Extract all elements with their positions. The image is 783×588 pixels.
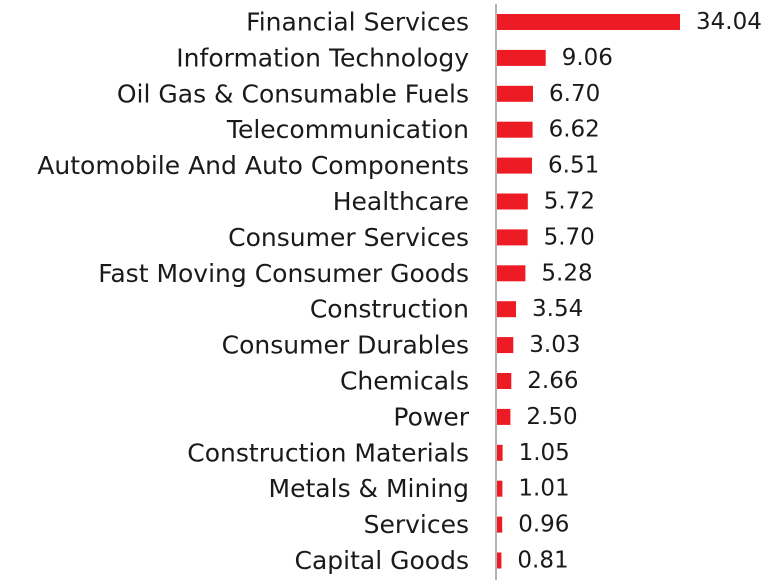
value-label: 6.70	[549, 81, 600, 107]
category-label: Power	[393, 402, 469, 431]
bar	[497, 373, 512, 389]
category-label: Information Technology	[176, 43, 469, 72]
value-label: 5.28	[541, 260, 592, 286]
category-label: Construction Materials	[187, 438, 469, 467]
value-label: 9.06	[562, 45, 613, 71]
category-label: Metals & Mining	[269, 474, 469, 503]
bar	[497, 193, 528, 210]
value-label: 34.04	[696, 9, 762, 35]
bar	[497, 337, 514, 354]
category-label: Consumer Durables	[222, 331, 469, 360]
category-label: Capital Goods	[295, 546, 469, 575]
value-label: 1.01	[518, 476, 569, 502]
bar	[497, 516, 503, 533]
category-label: Construction	[310, 295, 469, 324]
bars-layer	[497, 14, 680, 569]
category-label: Automobile And Auto Components	[37, 151, 469, 180]
value-label: 0.96	[518, 512, 569, 538]
bar	[497, 444, 503, 461]
value-label: 2.66	[527, 368, 578, 394]
bar	[497, 552, 502, 569]
value-label: 5.72	[544, 189, 595, 215]
value-label: 0.81	[517, 548, 568, 574]
bar	[497, 14, 680, 30]
category-label: Financial Services	[246, 8, 469, 37]
category-label: Healthcare	[333, 187, 469, 216]
value-label: 3.03	[529, 332, 580, 358]
bar	[497, 408, 511, 425]
value-label: 3.54	[532, 296, 583, 322]
value-label: 1.05	[519, 440, 570, 466]
category-label: Telecommunication	[226, 115, 469, 144]
bar	[497, 85, 533, 102]
bar	[497, 121, 533, 138]
value-label: 6.62	[549, 117, 600, 143]
category-label: Consumer Services	[228, 223, 469, 252]
bar	[497, 301, 516, 318]
value-label: 6.51	[548, 153, 599, 179]
category-label: Fast Moving Consumer Goods	[98, 259, 469, 288]
value-label: 2.50	[526, 404, 577, 430]
bar	[497, 480, 503, 497]
value-label: 5.70	[544, 224, 595, 250]
category-label: Oil Gas & Consumable Fuels	[117, 79, 469, 108]
category-labels: Financial Services Information Technology…	[37, 8, 469, 576]
bar	[497, 157, 532, 174]
category-label: Services	[364, 510, 469, 539]
bar	[497, 229, 528, 246]
category-label: Chemicals	[340, 367, 469, 396]
value-labels: 34.04 9.06 6.70 6.62 6.51 5.72 5.70 5.28 3.54 3.0…	[517, 9, 761, 574]
bar	[497, 265, 526, 282]
bar	[497, 49, 546, 66]
